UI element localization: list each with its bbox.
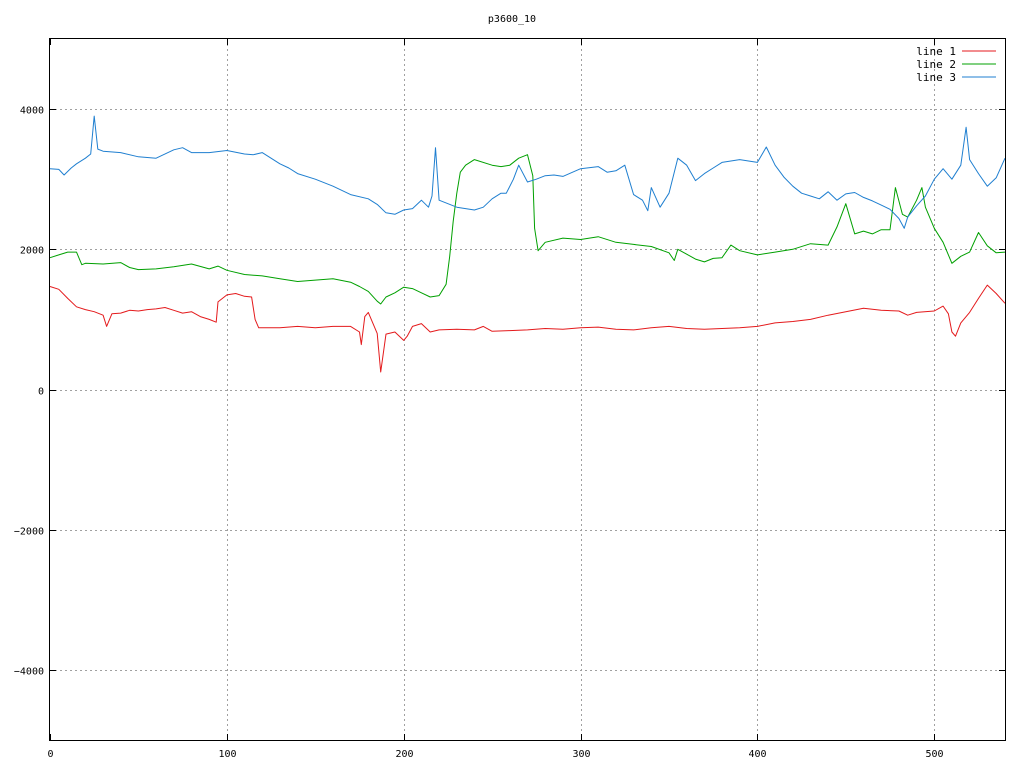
y-tick-label: −4000 [14, 667, 44, 678]
series-line-2 [49, 154, 1006, 305]
y-tick-label: 4000 [20, 106, 44, 117]
y-tick-label: −2000 [14, 527, 44, 538]
series-line-3 [49, 115, 1006, 229]
grid [50, 39, 1005, 740]
x-tick-label: 300 [572, 749, 590, 760]
x-tick-label: 100 [218, 749, 236, 760]
x-tick-label: 200 [395, 749, 413, 760]
legend-label-2: line 2 [916, 58, 956, 71]
y-tick-label: 2000 [20, 246, 44, 257]
series-layer [49, 115, 1006, 373]
chart-title: p3600_10 [488, 14, 536, 25]
series-line-1 [49, 284, 1006, 373]
x-tick-label: 500 [925, 749, 943, 760]
axis-ticks: 0 100 200 300 400 500 −4000 −2000 0 2000 4000 [14, 39, 1005, 760]
legend-label-3: line 3 [916, 71, 956, 84]
plot-frame [49, 38, 1006, 741]
y-tick-label: 0 [38, 387, 44, 398]
legend-label-1: line 1 [916, 45, 956, 58]
x-tick-label: 400 [748, 749, 766, 760]
x-tick-label: 0 [47, 749, 53, 760]
